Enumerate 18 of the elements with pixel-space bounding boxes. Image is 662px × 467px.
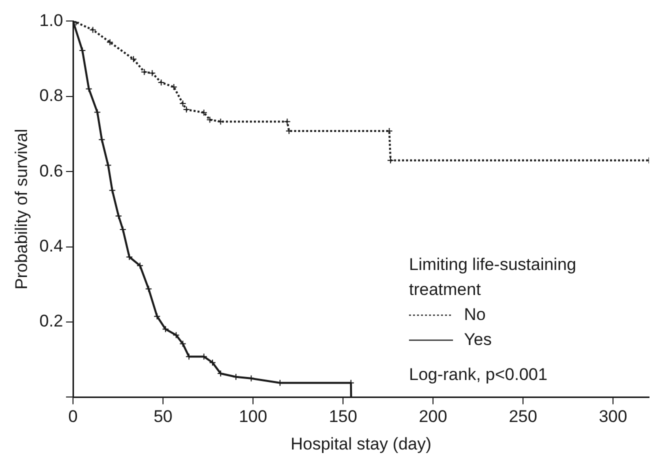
x-tick-label: 200	[418, 407, 448, 426]
y-axis-title: Probability of survival	[12, 128, 31, 290]
y-tick-label: 0.2	[39, 312, 64, 331]
x-tick-label: 100	[238, 407, 268, 426]
x-tick-label: 300	[598, 407, 628, 426]
y-tick-label: 0.4	[39, 236, 64, 256]
x-tick-label: 250	[508, 407, 538, 426]
y-tick-label: 0.6	[39, 161, 64, 180]
legend-label: No	[464, 304, 486, 324]
y-tick-label: 0.8	[39, 86, 64, 106]
x-tick-label: 150	[328, 407, 358, 426]
x-tick-label: 50	[154, 407, 172, 426]
legend-title: Limiting life-sustaining treatment	[409, 254, 576, 299]
x-tick-label: 0	[68, 407, 78, 426]
text: 1.0	[39, 10, 64, 30]
annotation: Log-rank, p<0.001	[409, 364, 548, 384]
x-axis-title: Hospital stay (day)	[290, 434, 432, 454]
legend-label: Yes	[464, 330, 492, 349]
